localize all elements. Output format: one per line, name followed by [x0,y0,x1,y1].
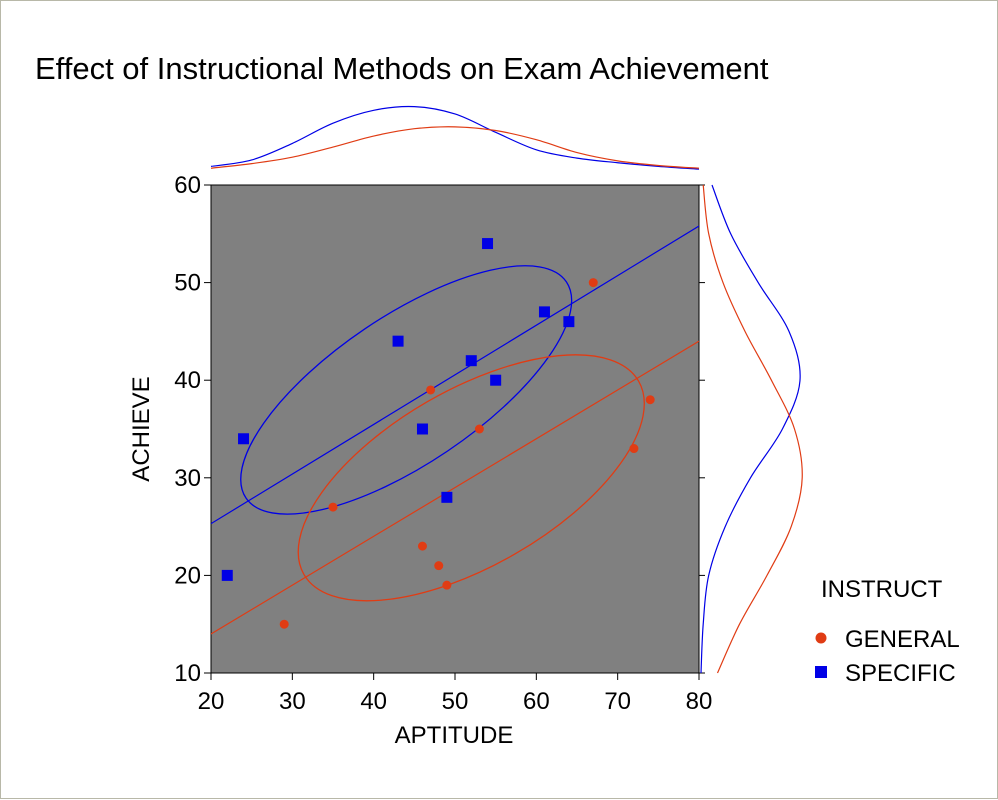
data-point-specific [221,569,233,581]
marginal-density-x-specific [210,105,700,170]
x-tick-label: 80 [686,688,713,715]
y-axis-label: ACHIEVE [128,376,155,481]
data-point-specific [392,335,404,347]
data-point-general [442,580,452,590]
x-tick-label: 40 [360,688,387,715]
x-tick-label: 20 [198,688,225,715]
marginal-density-x-general [210,126,700,169]
data-point-specific [482,238,494,250]
y-tick-label: 20 [174,562,201,589]
data-point-general [417,541,427,551]
data-point-specific [238,433,250,445]
data-point-specific [538,306,550,318]
legend-label-specific: SPECIFIC [845,660,956,687]
data-point-specific [490,374,502,386]
chart-title: Effect of Instructional Methods on Exam … [35,51,769,86]
confidence-ellipse-general [297,354,645,602]
plot-clipped-layer [211,225,699,635]
legend-marker-specific [815,666,827,678]
x-tick-label: 50 [442,688,469,715]
x-axis-label: APTITUDE [395,722,514,749]
y-tick-label: 30 [174,465,201,492]
marginal-density-y-general [702,184,803,674]
data-point-general [629,444,639,454]
data-point-general [434,561,444,571]
confidence-ellipse-specific [240,265,573,515]
legend-marker-general [815,632,827,644]
legend-label-general: GENERAL [845,626,960,653]
data-point-specific [441,491,453,503]
data-point-specific [465,355,477,367]
regression-line-specific [211,225,699,525]
data-point-specific [416,423,428,435]
data-point-general [588,278,598,288]
x-tick-label: 60 [523,688,550,715]
legend: GENERAL SPECIFIC [815,626,960,687]
x-tick-label: 30 [279,688,306,715]
marginal-density-y-specific [700,184,801,674]
data-point-general [645,395,655,405]
y-tick-label: 40 [174,367,201,394]
plot-background [210,184,700,674]
legend-title: INSTRUCT [821,576,943,603]
data-point-general [279,619,289,629]
y-tick-label: 10 [174,660,201,687]
y-tick-label: 50 [174,270,201,297]
data-point-general [474,424,484,434]
data-point-general [426,385,436,395]
data-point-general [328,502,338,512]
data-point-specific [563,316,575,328]
x-tick-label: 70 [604,688,631,715]
regression-line-general [211,340,699,635]
y-tick-label: 60 [174,172,201,199]
